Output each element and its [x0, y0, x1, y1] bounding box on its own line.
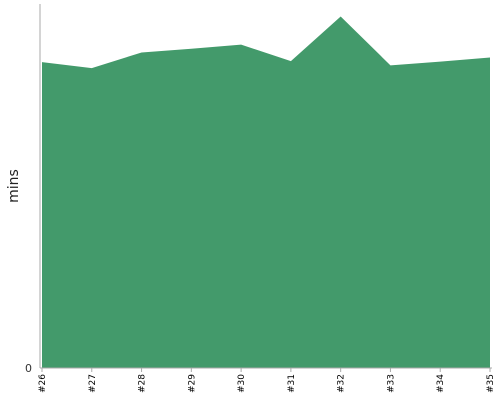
x-tick-label: #34	[436, 374, 446, 393]
x-tick-label: #29	[187, 374, 197, 393]
x-tick-label: #31	[287, 374, 297, 393]
x-tick-label: #28	[138, 374, 148, 393]
x-axis-ticks: #26 #27 #28 #29 #30 #31 #32 #33 #34 #35	[38, 368, 496, 393]
x-tick-label: #26	[38, 374, 48, 393]
plot-area	[42, 16, 490, 369]
y-axis-label: mins	[6, 169, 22, 203]
x-tick-label: #30	[237, 374, 247, 393]
y-tick-label-zero: 0	[25, 362, 32, 375]
x-tick-label: #27	[88, 374, 98, 393]
x-tick-label: #33	[386, 374, 396, 393]
x-tick-label: #35	[486, 374, 496, 393]
series-area	[42, 16, 490, 369]
x-tick-label: #32	[337, 374, 347, 393]
